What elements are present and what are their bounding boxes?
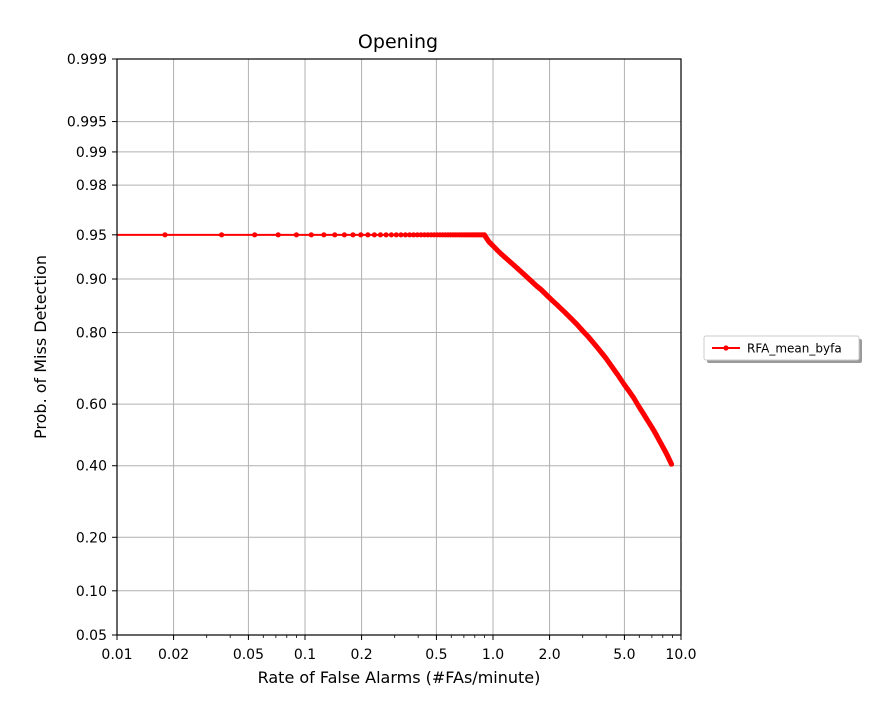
data-point (332, 232, 338, 238)
data-point (402, 232, 408, 238)
x-tick-label: 2.0 (538, 647, 560, 663)
data-point (383, 232, 389, 238)
y-tick-label: 0.99 (76, 145, 107, 161)
data-point (388, 232, 394, 238)
x-axis-title: Rate of False Alarms (#FAs/minute) (258, 668, 541, 687)
data-point (308, 232, 314, 238)
y-tick-label: 0.95 (76, 228, 107, 244)
x-tick-label: 0.2 (350, 647, 372, 663)
data-point (293, 232, 299, 238)
y-tick-label: 0.90 (76, 272, 107, 288)
data-point (218, 232, 225, 238)
y-tick-label: 0.80 (76, 326, 107, 342)
y-tick-label: 0.40 (76, 459, 107, 475)
data-point (668, 460, 674, 466)
y-tick-label: 0.995 (67, 115, 107, 131)
y-tick-label: 0.10 (76, 584, 107, 600)
x-ticks: 0.01 0.02 0.05 0.1 0.2 0.5 1.0 2.0 5.0 10.0 (101, 635, 697, 663)
legend: RFA_mean_byfa (703, 335, 862, 363)
x-tick-label: 0.01 (101, 647, 132, 663)
data-point (377, 232, 384, 238)
data-point (350, 232, 356, 238)
data-point (321, 232, 327, 238)
x-tick-label: 10.0 (665, 647, 696, 663)
y-axis-title: Prob. of Miss Detection (31, 255, 50, 439)
x-tick-label: 0.02 (158, 647, 189, 663)
y-tick-label: 0.60 (76, 397, 107, 413)
data-point (341, 232, 347, 238)
x-tick-label: 1.0 (482, 647, 504, 663)
legend-label: RFA_mean_byfa (747, 342, 842, 356)
y-tick-label: 0.20 (76, 530, 107, 546)
data-point (410, 232, 417, 238)
x-tick-label: 0.1 (294, 647, 316, 663)
data-point (414, 232, 420, 238)
plot-area-frame (116, 58, 682, 636)
series-layer (117, 232, 675, 467)
data-point (162, 232, 168, 238)
data-point (393, 232, 399, 238)
data-point (275, 232, 281, 238)
data-point (398, 232, 404, 238)
data-point (371, 232, 378, 238)
chart-title: Opening (358, 31, 438, 53)
y-tick-label: 0.05 (76, 628, 107, 644)
data-point (252, 232, 258, 238)
data-point (365, 232, 371, 238)
y-tick-label: 0.999 (67, 52, 107, 68)
y-ticks: 0.05 0.10 0.20 0.40 0.60 0.80 0.90 0.95 0.98 0.99… (67, 52, 117, 644)
x-tick-label: 0.05 (233, 647, 264, 663)
legend-swatch-marker (723, 345, 729, 351)
x-tick-label: 5.0 (613, 647, 635, 663)
legend-box (703, 335, 860, 361)
y-tick-label: 0.98 (76, 178, 107, 194)
x-tick-label: 0.5 (425, 647, 447, 663)
data-point (406, 232, 413, 238)
data-point (358, 232, 364, 238)
